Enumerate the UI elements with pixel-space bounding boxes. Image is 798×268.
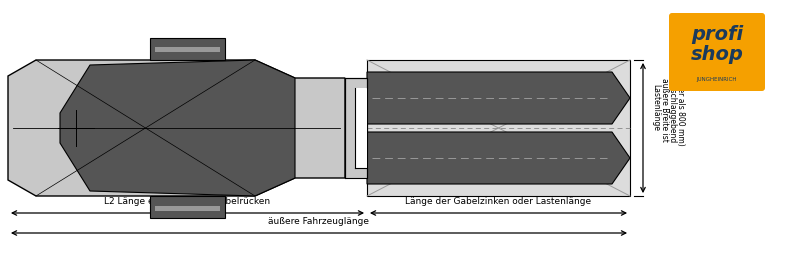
Text: äußere Fahrzeuglänge: äußere Fahrzeuglänge [268,217,369,226]
Text: (größer als 800 mm): (größer als 800 mm) [676,67,685,145]
FancyBboxPatch shape [669,13,765,91]
Bar [345,78,367,178]
Text: profi: profi [691,25,743,44]
Text: Lastenlänge: Lastenlänge [651,84,660,132]
Text: shop: shop [690,45,744,64]
Bar [355,88,367,168]
Polygon shape [367,72,630,124]
Text: JUNGHEINRICH: JUNGHEINRICH [697,77,737,82]
Bar [155,47,220,52]
Text: äußere Breite ist: äußere Breite ist [660,78,669,142]
Text: ausschlaggebend: ausschlaggebend [668,76,677,144]
Text: Länge der Gabelzinken oder Lastenlänge: Länge der Gabelzinken oder Lastenlänge [405,197,591,206]
Bar [155,206,220,211]
Bar [150,196,225,218]
Bar [150,38,225,60]
Bar [367,60,630,196]
Text: L2 Länge einschließlich Gabelrücken: L2 Länge einschließlich Gabelrücken [105,197,271,206]
Polygon shape [367,132,630,184]
Polygon shape [60,60,295,196]
Polygon shape [8,60,345,196]
